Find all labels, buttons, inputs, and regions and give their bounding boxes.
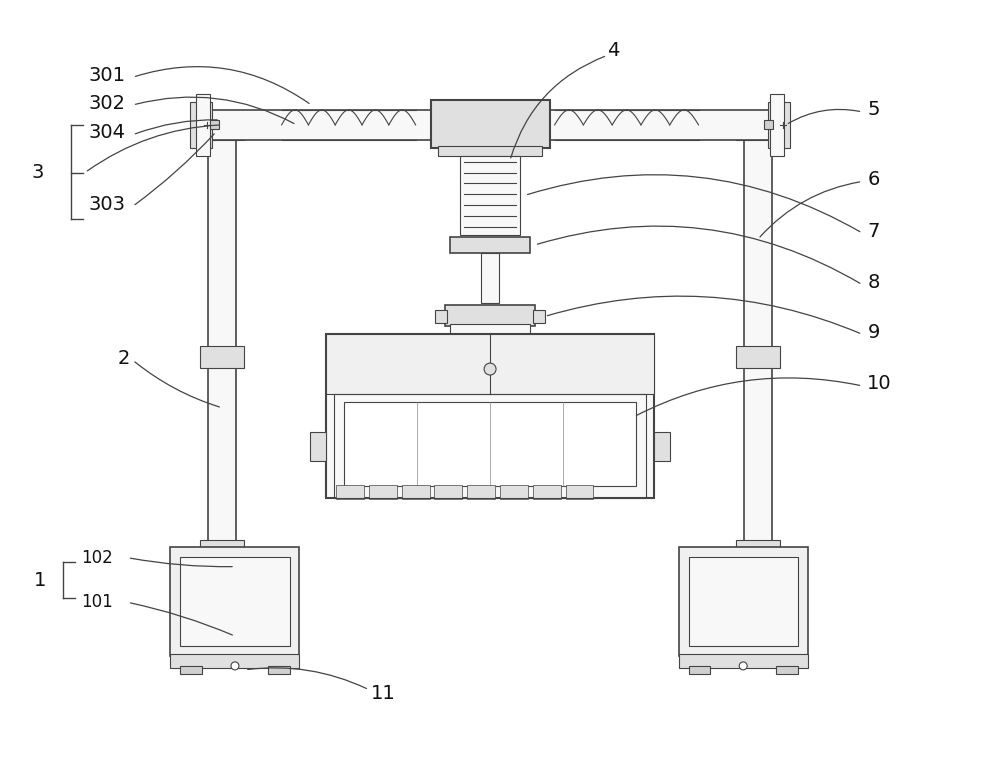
Bar [450,237,530,253]
Text: 301: 301 [88,66,125,85]
Bar [200,540,244,562]
Bar [190,102,212,148]
Text: 5: 5 [867,101,880,120]
Bar [764,120,773,129]
Bar [679,547,808,656]
Bar [200,346,244,368]
Bar [481,253,499,302]
Text: 4: 4 [607,41,620,60]
Bar [434,485,462,499]
Bar [654,431,670,462]
Circle shape [484,363,496,375]
Bar [533,309,545,324]
Bar [438,146,542,155]
Text: 102: 102 [81,549,113,567]
Bar [566,485,593,499]
Bar [736,118,780,139]
Bar [736,540,780,562]
Bar [435,309,447,324]
Text: 6: 6 [867,170,880,189]
Text: 304: 304 [88,124,125,143]
Bar [369,485,397,499]
Bar [467,485,495,499]
Text: 8: 8 [867,273,880,293]
Text: 1: 1 [33,571,46,590]
Text: 302: 302 [88,93,125,112]
Text: 303: 303 [88,195,125,214]
Bar [268,666,290,674]
Bar [334,394,646,498]
Bar [776,666,798,674]
Bar [344,402,636,486]
Bar [170,547,299,656]
Bar [326,334,654,498]
Circle shape [231,662,239,670]
Text: 101: 101 [81,594,113,612]
Text: 9: 9 [867,323,880,342]
Bar [180,556,290,646]
Bar [744,120,772,656]
Bar [196,94,210,155]
Bar [768,102,790,148]
Bar [445,305,535,327]
Bar [208,120,236,656]
Circle shape [739,662,747,670]
Bar [460,155,520,235]
Bar [770,94,784,155]
Text: 7: 7 [867,221,880,240]
Bar [431,100,550,148]
Bar [210,120,219,129]
Bar [533,485,561,499]
Bar [689,666,710,674]
Bar [500,485,528,499]
Text: 11: 11 [371,684,396,703]
Text: 3: 3 [31,163,44,182]
Bar [170,654,299,668]
Bar [180,666,202,674]
Bar [310,431,326,462]
Bar [679,654,808,668]
Bar [736,346,780,368]
Bar [689,556,798,646]
Bar [200,118,244,139]
Bar [208,110,772,139]
Bar [326,334,654,394]
Text: 2: 2 [118,349,130,368]
Bar [336,485,364,499]
Bar [402,485,430,499]
Text: 10: 10 [867,374,892,393]
Bar [450,324,530,334]
